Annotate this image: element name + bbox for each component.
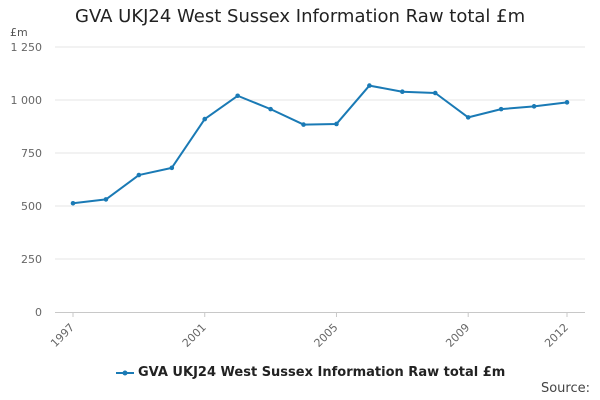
legend[interactable]: GVA UKJ24 West Sussex Information Raw to… [116, 365, 505, 380]
data-point-2005[interactable] [334, 121, 339, 127]
y-tick-label-1000: 1 000 [11, 94, 43, 107]
axes: 0 250 500 750 1 000 1 250 1997 2001 2005 2009 2012 [11, 41, 585, 350]
x-tick-label-2009: 2009 [443, 321, 472, 350]
y-tick-label-500: 500 [21, 200, 42, 213]
legend-swatch [116, 370, 134, 375]
data-point-2008[interactable] [432, 90, 438, 96]
data-point-2012[interactable] [564, 100, 570, 105]
data-point-2006[interactable] [367, 83, 372, 88]
data-point-2011[interactable] [531, 104, 537, 109]
x-tick-label-2005: 2005 [312, 321, 341, 350]
chart-title: GVA UKJ24 West Sussex Information Raw to… [75, 6, 526, 27]
data-point-2007[interactable] [400, 89, 405, 95]
data-point-1999[interactable] [136, 172, 142, 178]
grid-lines [55, 46, 585, 260]
legend-label: GVA UKJ24 West Sussex Information Raw to… [138, 365, 506, 380]
y-axis-unit-label: £m [10, 26, 28, 39]
source-label: Source: [540, 381, 590, 396]
y-tick-label-750: 750 [21, 147, 42, 160]
data-point-2004[interactable] [301, 122, 306, 127]
data-point-2000[interactable] [169, 165, 175, 171]
x-tick-label-2012: 2012 [542, 321, 571, 350]
x-tick-label-1997: 1997 [48, 321, 77, 350]
data-point-2010[interactable] [498, 106, 504, 112]
y-tick-label-250: 250 [21, 253, 42, 266]
series-line-0 [72, 84, 568, 205]
data-point-2009[interactable] [465, 115, 471, 120]
y-tick-label-1250: 1 250 [11, 41, 43, 54]
x-tick-label-2001: 2001 [180, 321, 209, 350]
series-layer [70, 83, 570, 206]
data-point-2002[interactable] [235, 93, 240, 99]
data-point-2001[interactable] [202, 116, 208, 122]
data-point-1997[interactable] [70, 200, 76, 206]
data-point-1998[interactable] [103, 197, 109, 202]
data-point-2003[interactable] [268, 106, 273, 112]
y-tick-label-0: 0 [35, 306, 42, 319]
